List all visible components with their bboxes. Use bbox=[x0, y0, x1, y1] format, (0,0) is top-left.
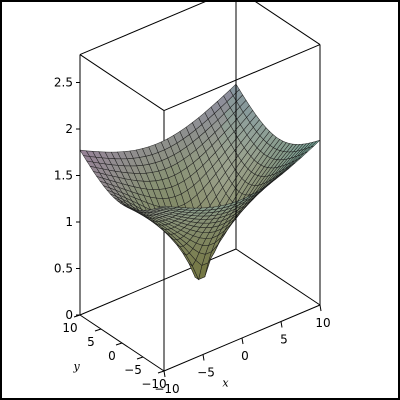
box-edge bbox=[235, 248, 321, 306]
x-tick-label: 10 bbox=[315, 316, 330, 330]
bounding-box-front bbox=[79, 0, 321, 315]
y-tick-mark bbox=[115, 342, 123, 346]
y-tick-label: −5 bbox=[124, 363, 142, 377]
z-tick-label: 2 bbox=[65, 122, 73, 136]
x-tick-label: 5 bbox=[280, 333, 288, 347]
x-tick-mark bbox=[241, 337, 244, 345]
surface-patch bbox=[160, 205, 171, 209]
bounding-box-back bbox=[79, 44, 321, 372]
y-tick-label: −10 bbox=[141, 377, 166, 391]
x-axis-title: x bbox=[222, 377, 229, 390]
y-axis-title: y bbox=[73, 360, 81, 373]
surface-mesh bbox=[79, 83, 321, 281]
y-tick-mark bbox=[157, 370, 165, 374]
x-tick-label: 0 bbox=[241, 349, 249, 363]
x-tick-label: −10 bbox=[154, 382, 179, 396]
box-edge bbox=[79, 248, 237, 316]
z-tick-label: 0 bbox=[65, 308, 73, 322]
y-tick-label: 10 bbox=[62, 321, 77, 335]
z-tick-label: 1.5 bbox=[54, 169, 73, 183]
y-tick-mark bbox=[94, 328, 102, 332]
x-tick-mark bbox=[319, 304, 322, 312]
x-tick-mark bbox=[280, 321, 283, 328]
x-tick-mark bbox=[163, 370, 166, 378]
y-tick-mark bbox=[73, 314, 81, 318]
z-tick-label: 0.5 bbox=[54, 262, 73, 276]
y-tick-mark bbox=[136, 356, 144, 360]
box-edge bbox=[163, 44, 321, 112]
box-edge bbox=[79, 54, 165, 112]
z-tick-label: 1 bbox=[65, 215, 73, 229]
y-tick-label: 5 bbox=[87, 335, 95, 349]
x-tick-label: −5 bbox=[197, 366, 215, 380]
z-tick-label: 2.5 bbox=[54, 76, 73, 90]
x-tick-mark bbox=[202, 354, 205, 361]
box-edge bbox=[79, 0, 211, 56]
y-tick-label: 0 bbox=[108, 349, 116, 363]
box-edge bbox=[252, 0, 321, 46]
